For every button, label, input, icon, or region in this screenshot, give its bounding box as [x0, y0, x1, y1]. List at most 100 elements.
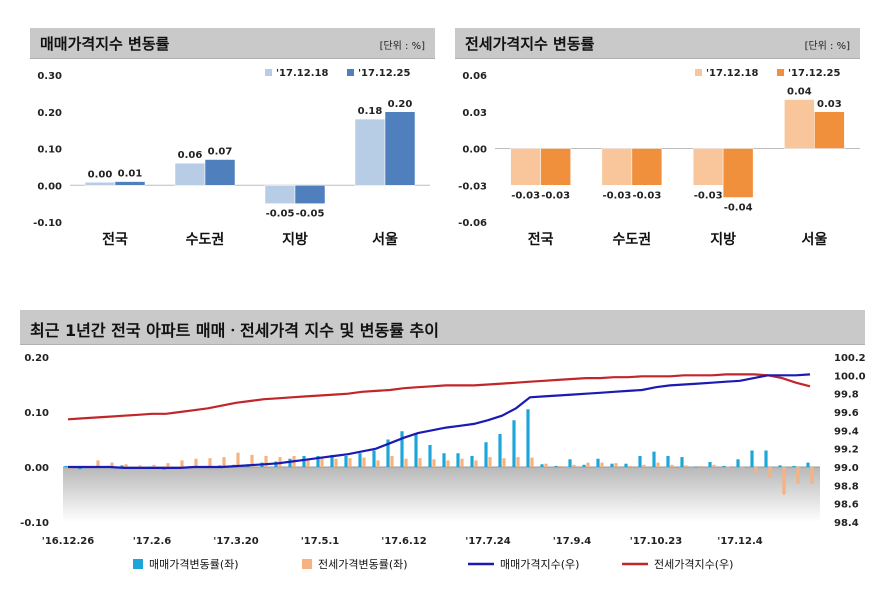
- trend-jeonse-change-bar: [474, 460, 478, 467]
- sale-data-label: 0.06: [178, 150, 203, 161]
- trend-jeonse-change-bar: [348, 458, 352, 467]
- jeonse-panel-header: 전세가격지수 변동률 [단위 : %]: [455, 28, 860, 59]
- sale-ytick-label: 0.00: [37, 181, 62, 192]
- jeonse-data-label: 0.03: [817, 99, 842, 110]
- trend-jeonse-change-bar: [362, 457, 366, 467]
- trend-legend-swatch: [302, 559, 312, 569]
- jeonse-data-label: -0.04: [724, 203, 753, 214]
- trend-jeonse-change-bar: [334, 458, 338, 467]
- trend-sale-change-bar: [526, 409, 530, 467]
- trend-sale-change-bar: [386, 439, 390, 467]
- trend-x-tick-label: '17.3.20: [213, 536, 258, 547]
- trend-jeonse-change-bar: [446, 460, 450, 467]
- jeonse-bar-prev: [510, 148, 541, 186]
- trend-x-tick-label: '17.2.6: [133, 536, 172, 547]
- trend-jeonse-change-bar: [460, 458, 464, 467]
- trend-jeonse-change-bar: [166, 463, 170, 467]
- trend-jeonse-change-bar: [110, 462, 114, 467]
- trend-jeonse-change-bar: [194, 458, 198, 467]
- trend-sale-change-bar: [666, 456, 670, 467]
- trend-sale-change-bar: [610, 463, 614, 467]
- jeonse-panel-title: 전세가격지수 변동률: [465, 35, 595, 53]
- jeonse-bar-prev: [601, 148, 633, 186]
- trend-sale-change-bar: [750, 450, 754, 467]
- jeonse-bar-prev: [784, 99, 815, 149]
- trend-x-tick-label: '17.12.4: [717, 536, 762, 547]
- sale-legend-swatch: [265, 69, 272, 76]
- trend-panel-title: 최근 1년간 전국 아파트 매매ㆍ전세가격 지수 및 변동률 추이: [30, 321, 439, 340]
- trend-jeonse-change-bar: [502, 458, 506, 467]
- sale-data-label: -0.05: [296, 209, 325, 220]
- trend-right-tick-label: 100.2: [834, 353, 866, 364]
- trend-sale-change-bar: [484, 442, 488, 467]
- trend-sale-change-bar: [330, 454, 334, 467]
- trend-right-tick-label: 98.8: [834, 481, 859, 492]
- sale-category-label: 지방: [282, 231, 308, 248]
- trend-jeonse-change-bar: [642, 464, 646, 467]
- jeonse-ytick-label: 0.06: [462, 71, 487, 82]
- trend-jeonse-change-bar: [754, 467, 758, 473]
- jeonse-category-label: 서울: [801, 231, 827, 248]
- jeonse-panel-unit: [단위 : %]: [804, 41, 850, 52]
- sale-category-label: 전국: [102, 231, 128, 248]
- sale-panel-header: 매매가격지수 변동률 [단위 : %]: [30, 28, 435, 59]
- trend-sale-change-bar: [512, 420, 516, 467]
- jeonse-category-label: 수도권: [613, 232, 652, 248]
- sale-legend-swatch: [347, 69, 354, 76]
- trend-x-tick-label: '16.12.26: [42, 536, 94, 547]
- trend-jeonse-change-bar: [96, 460, 100, 467]
- trend-jeonse-change-bar: [530, 457, 534, 467]
- trend-sale-change-bar: [778, 465, 782, 467]
- trend-jeonse-change-bar: [796, 467, 800, 484]
- trend-right-tick-label: 100.0: [834, 371, 866, 382]
- trend-sale-change-bar: [358, 453, 362, 467]
- sale-bar-curr: [294, 185, 326, 204]
- trend-jeonse-change-bar: [376, 460, 380, 467]
- trend-jeonse-change-bar: [712, 464, 716, 467]
- sale-data-label: 0.01: [118, 169, 143, 180]
- trend-sale-change-bar: [582, 464, 586, 467]
- trend-sale-change-bar: [64, 465, 68, 467]
- trend-legend-swatch: [133, 559, 143, 569]
- sale-category-label: 수도권: [186, 232, 225, 248]
- jeonse-legend-label: '17.12.25: [788, 68, 840, 79]
- trend-jeonse-change-bar: [558, 465, 562, 467]
- trend-sale-change-bar: [344, 456, 348, 467]
- sale-ytick-label: 0.30: [37, 71, 62, 82]
- trend-jeonse-change-bar: [404, 458, 408, 467]
- trend-x-tick-label: '17.5.1: [301, 536, 340, 547]
- trend-sale-change-bar: [806, 462, 810, 467]
- sale-data-label: -0.05: [266, 209, 295, 220]
- jeonse-legend-swatch: [695, 69, 702, 76]
- trend-legend-label: 전세가격지수(우): [654, 558, 733, 571]
- sale-panel-title: 매매가격지수 변동률: [40, 35, 170, 53]
- trend-jeonse-change-bar: [586, 462, 590, 467]
- sale-bar-prev: [354, 118, 386, 186]
- trend-left-tick-label: 0.10: [24, 408, 49, 419]
- sale-panel-unit: [단위 : %]: [379, 41, 425, 52]
- trend-right-tick-label: 99.2: [834, 445, 859, 456]
- trend-right-tick-label: 99.8: [834, 390, 859, 401]
- trend-jeonse-change-bar: [180, 460, 184, 467]
- sale-data-label: 0.00: [88, 169, 113, 180]
- trend-x-tick-label: '17.10.23: [630, 536, 682, 547]
- jeonse-ytick-label: -0.06: [458, 218, 487, 229]
- trend-jeonse-change-bar: [516, 457, 520, 467]
- jeonse-ytick-label: 0.00: [462, 145, 487, 156]
- sale-data-label: 0.18: [358, 106, 383, 117]
- jeonse-bar-curr: [814, 111, 845, 149]
- trend-jeonse-change-bar: [152, 464, 156, 467]
- trend-right-tick-label: 99.0: [834, 463, 859, 474]
- trend-legend-label: 매매가격지수(우): [500, 558, 579, 571]
- trend-sale-change-bar: [120, 465, 124, 467]
- sale-category-label: 서울: [372, 231, 398, 248]
- trend-jeonse-change-bar: [488, 457, 492, 467]
- trend-sale-change-bar: [414, 434, 418, 467]
- trend-sale-change-bar: [400, 431, 404, 467]
- trend-jeonse-change-bar: [208, 458, 212, 467]
- trend-sale-change-bar: [372, 450, 376, 467]
- trend-right-tick-label: 99.4: [834, 426, 859, 437]
- trend-x-tick-label: '17.7.24: [465, 536, 510, 547]
- trend-sale-change-bar: [736, 459, 740, 467]
